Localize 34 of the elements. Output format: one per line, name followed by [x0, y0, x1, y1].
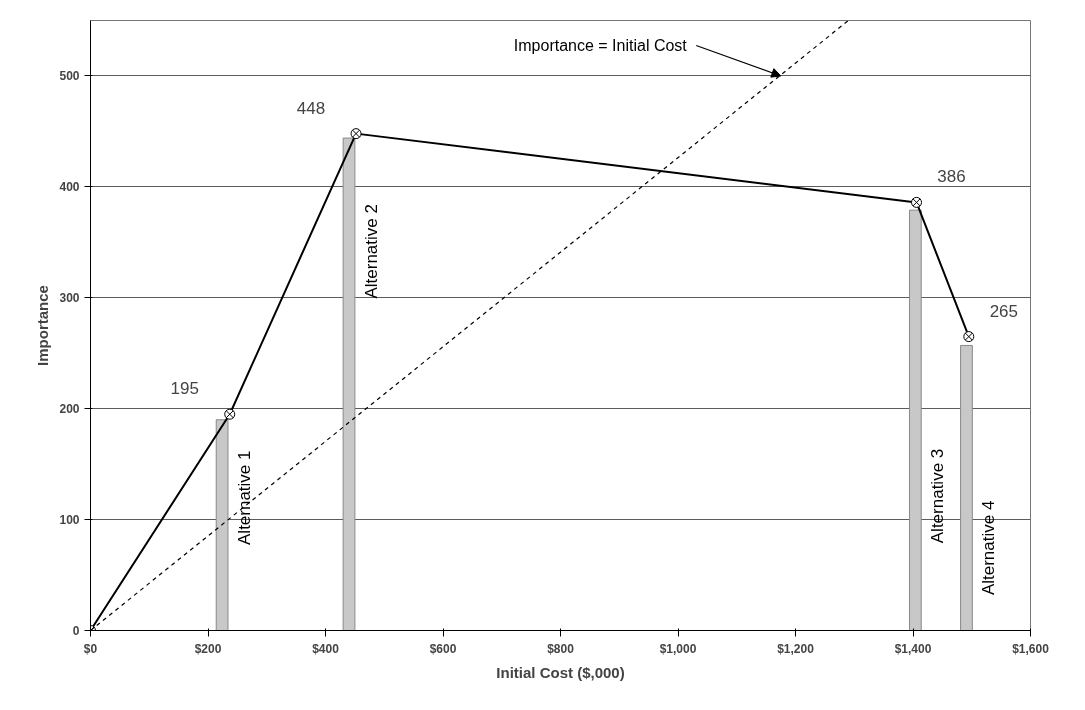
bar: [342, 137, 356, 631]
annotation: Alternative 3: [927, 448, 947, 544]
point: [911, 196, 923, 208]
x-tick-label: $200: [194, 641, 222, 656]
point: [224, 408, 236, 420]
y-tick-label: 500: [59, 69, 80, 84]
y-tick-label: 400: [59, 180, 80, 195]
x-tick-label: $1,400: [894, 641, 932, 656]
bar: [908, 209, 922, 631]
y-axis-title: Importance: [34, 285, 52, 366]
x-tick-label: $1,000: [659, 641, 697, 656]
data-label: 265: [989, 301, 1019, 321]
y-tick-label: 300: [59, 291, 80, 306]
point: [963, 331, 975, 343]
x-axis-title: Initial Cost ($,000): [496, 663, 625, 681]
data-label: 448: [296, 98, 326, 118]
annotation: Alternative 2: [361, 204, 381, 299]
data-label: 195: [170, 379, 199, 399]
annotation: Alternative 4: [978, 500, 998, 596]
x-tick-label: $400: [312, 641, 340, 656]
x-tick-label: $800: [547, 641, 575, 656]
y-tick-label: 200: [59, 402, 80, 417]
data-label: 386: [937, 167, 966, 187]
bar: [960, 344, 973, 631]
y-tick-label: 0: [72, 624, 80, 638]
x-tick-label: $0: [83, 641, 98, 656]
annotation: Alternative 1: [234, 450, 254, 545]
point: [350, 128, 362, 140]
y-tick-label: 100: [59, 513, 80, 528]
x-tick-label: $1,600: [1012, 641, 1050, 656]
x-tick-label: $1,200: [777, 641, 815, 656]
annotation: Importance = Initial Cost: [513, 36, 688, 54]
x-tick-label: $600: [429, 641, 457, 656]
bar: [215, 419, 229, 631]
